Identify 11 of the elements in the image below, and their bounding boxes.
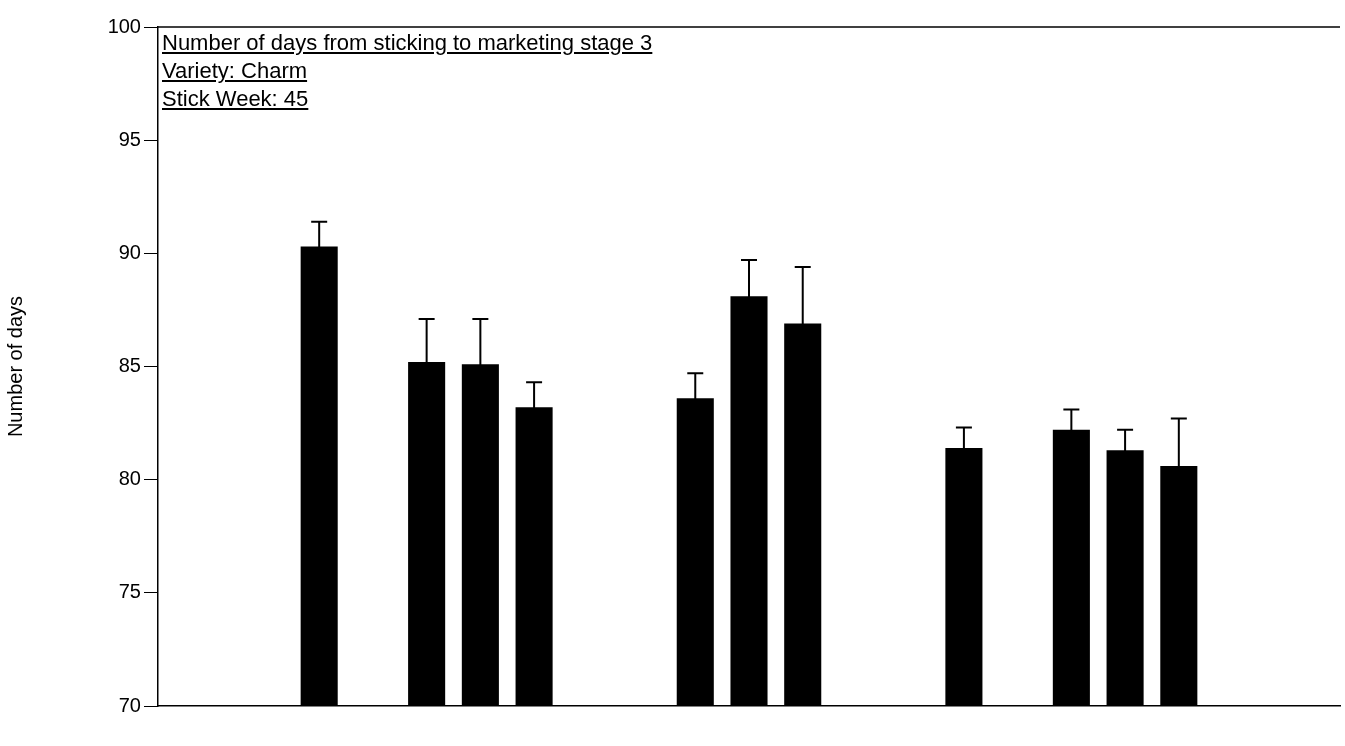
y-tick-label: 85: [118, 354, 141, 377]
y-tick-label: 80: [118, 467, 141, 490]
y-tick-label: 95: [118, 127, 141, 150]
y-tick-label: 90: [118, 240, 141, 263]
chart-title: Number of days from sticking to marketing stage 3: [162, 29, 653, 57]
annotation: Stick Week: 45: [162, 85, 310, 113]
annotation: Variety: Charm: [162, 57, 309, 85]
y-tick-label: 70: [118, 693, 141, 716]
y-axis-title: Number of days: [3, 295, 26, 438]
y-tick-label: 75: [118, 580, 141, 603]
y-tick-label: 100: [107, 14, 141, 37]
